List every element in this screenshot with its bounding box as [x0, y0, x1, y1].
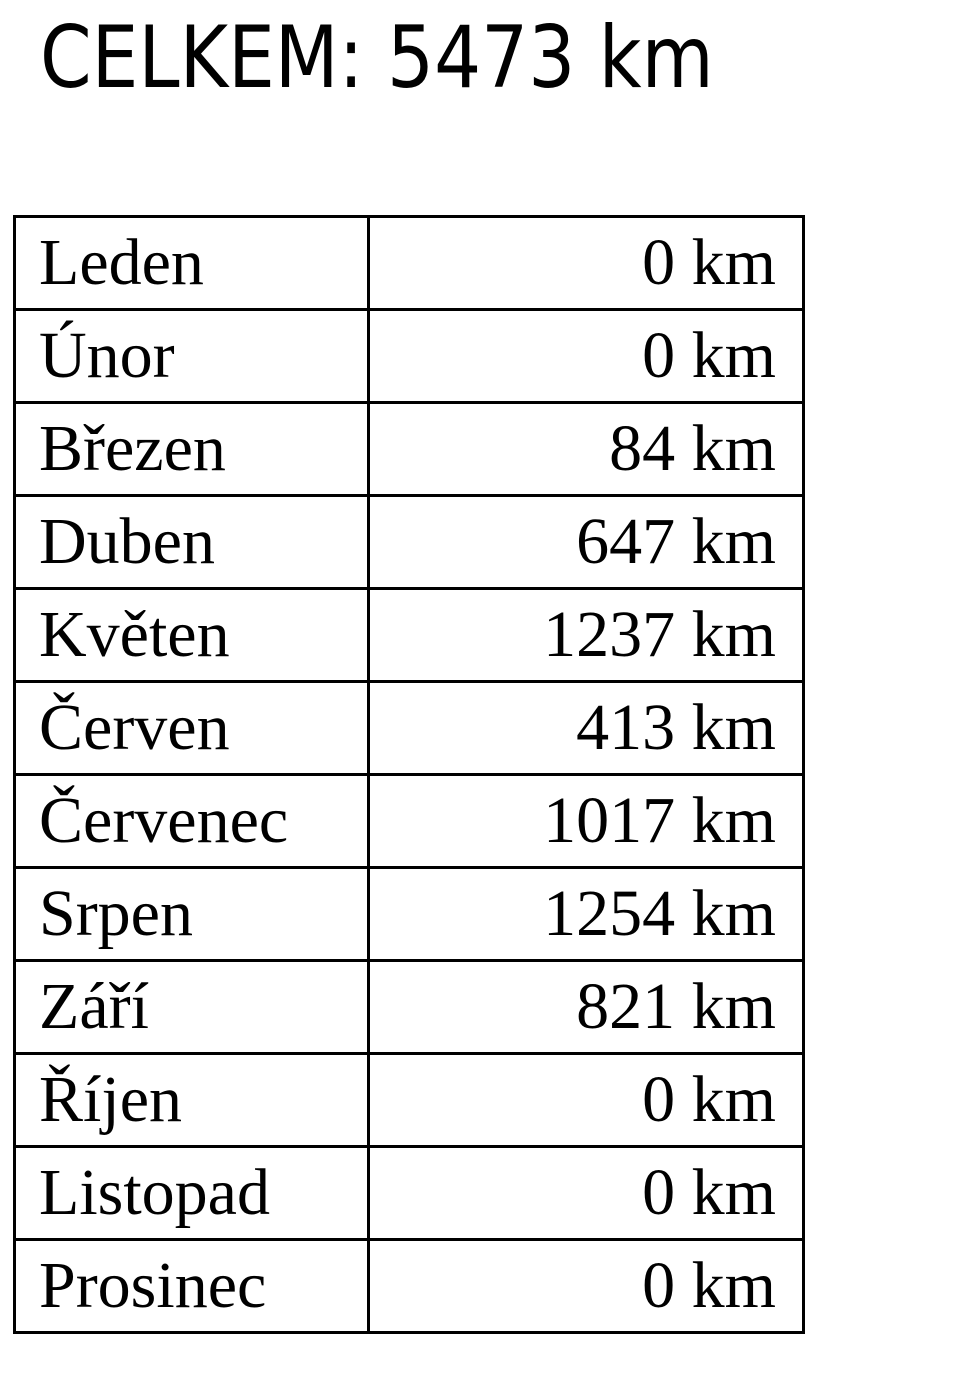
- table-row: Září 821 km: [13, 959, 805, 1055]
- monthly-distance-table: Leden 0 km Únor 0 km Březen 84 km Duben …: [13, 215, 805, 1334]
- distance-cell: 0 km: [367, 215, 805, 311]
- month-cell: Červen: [13, 680, 370, 776]
- table-row: Duben 647 km: [13, 494, 805, 590]
- month-cell: Leden: [13, 215, 370, 311]
- month-cell: Prosinec: [13, 1238, 370, 1334]
- distance-cell: 413 km: [367, 680, 805, 776]
- table-row: Únor 0 km: [13, 308, 805, 404]
- distance-cell: 0 km: [367, 1052, 805, 1148]
- distance-cell: 1237 km: [367, 587, 805, 683]
- month-cell: Duben: [13, 494, 370, 590]
- table-row: Srpen 1254 km: [13, 866, 805, 962]
- distance-cell: 0 km: [367, 1238, 805, 1334]
- distance-cell: 84 km: [367, 401, 805, 497]
- distance-cell: 0 km: [367, 308, 805, 404]
- table-row: Červenec 1017 km: [13, 773, 805, 869]
- month-cell: Květen: [13, 587, 370, 683]
- month-cell: Září: [13, 959, 370, 1055]
- distance-cell: 1017 km: [367, 773, 805, 869]
- month-cell: Červenec: [13, 773, 370, 869]
- total-heading: CELKEM: 5473 km: [40, 8, 714, 108]
- month-cell: Únor: [13, 308, 370, 404]
- distance-cell: 0 km: [367, 1145, 805, 1241]
- table-row: Leden 0 km: [13, 215, 805, 311]
- distance-cell: 1254 km: [367, 866, 805, 962]
- distance-cell: 821 km: [367, 959, 805, 1055]
- table-row: Listopad 0 km: [13, 1145, 805, 1241]
- table-row: Říjen 0 km: [13, 1052, 805, 1148]
- table-row: Březen 84 km: [13, 401, 805, 497]
- table-row: Květen 1237 km: [13, 587, 805, 683]
- month-cell: Březen: [13, 401, 370, 497]
- table-row: Červen 413 km: [13, 680, 805, 776]
- table-row: Prosinec 0 km: [13, 1238, 805, 1334]
- month-cell: Říjen: [13, 1052, 370, 1148]
- distance-cell: 647 km: [367, 494, 805, 590]
- month-cell: Listopad: [13, 1145, 370, 1241]
- month-cell: Srpen: [13, 866, 370, 962]
